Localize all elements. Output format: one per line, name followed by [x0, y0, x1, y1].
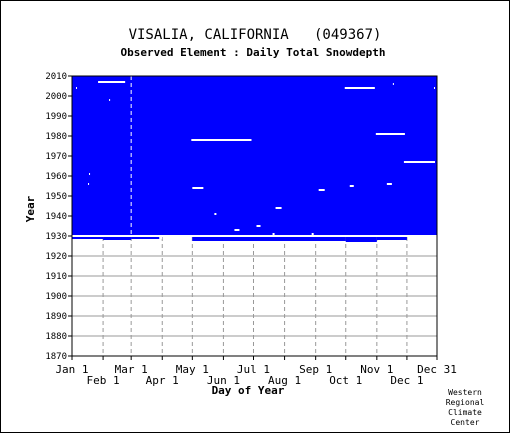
y-tick-label-12: 1990 — [45, 112, 67, 122]
x-tick-label-bottom-0: Feb 1 — [87, 374, 120, 387]
data-block-0-1 — [72, 236, 104, 239]
y-tick-label-10: 1970 — [45, 152, 67, 162]
missing-segment-14 — [159, 237, 163, 239]
y-tick-label-2: 1890 — [45, 312, 67, 322]
data-block-0-7 — [376, 236, 407, 240]
data-block-0-5 — [192, 236, 346, 241]
x-tick-label-top-5: Nov 1 — [360, 363, 393, 376]
missing-segment-6 — [192, 187, 204, 189]
x-tick-label-bottom-4: Oct 1 — [329, 374, 362, 387]
y-tick-label-3: 1900 — [45, 292, 67, 302]
data-block-0-3 — [131, 236, 163, 239]
x-tick-label-top-0: Jan 1 — [55, 363, 88, 376]
missing-segment-2 — [344, 87, 375, 89]
axes: 1870 1880 1890 1900 1910 1920 1930 1940 1950 1960… — [45, 72, 457, 387]
missing-segment-0 — [98, 81, 126, 83]
data-block-0-2 — [103, 236, 132, 240]
chart-subtitle: Observed Element : Daily Total Snowdepth — [121, 46, 386, 59]
missing-segment-15 — [76, 87, 78, 89]
missing-segment-1 — [191, 139, 252, 141]
missing-segment-16 — [89, 173, 91, 175]
y-tick-label-9: 1960 — [45, 172, 67, 182]
missing-segment-18 — [109, 99, 111, 101]
credit-label: Western Regional Climate Center — [445, 388, 485, 427]
missing-segment-12 — [234, 229, 240, 231]
missing-segment-3 — [375, 133, 405, 135]
y-tick-label-5: 1920 — [45, 252, 67, 262]
data-block-0-6 — [345, 236, 377, 242]
x-tick-label-top-2: May 1 — [176, 363, 209, 376]
missing-segment-19 — [392, 83, 394, 85]
missing-segment-13 — [214, 213, 217, 215]
y-tick-label-6: 1930 — [45, 232, 67, 242]
missing-segment-21 — [272, 233, 275, 235]
y-tick-label-8: 1950 — [45, 192, 67, 202]
missing-segment-10 — [275, 207, 282, 209]
y-axis-label: Year — [24, 195, 37, 222]
x-tick-label-top-6: Dec 31 — [417, 363, 457, 376]
x-axis-label: Day of Year — [212, 384, 285, 397]
y-tick-label-13: 2000 — [45, 92, 67, 102]
missing-segment-20 — [433, 87, 435, 89]
data-block-0-0 — [72, 76, 437, 236]
x-tick-label-top-1: Mar 1 — [115, 363, 148, 376]
x-tick-label-bottom-2: Jun 1 — [207, 374, 240, 387]
missing-segment-7 — [318, 189, 325, 191]
plot-area — [71, 75, 438, 357]
x-tick-label-top-3: Jul 1 — [237, 363, 270, 376]
missing-segment-5 — [72, 235, 437, 237]
missing-segment-22 — [311, 233, 314, 235]
x-tick-label-bottom-5: Dec 1 — [390, 374, 423, 387]
chart-title: VISALIA, CALIFORNIA (049367) — [129, 27, 382, 43]
missing-segment-9 — [386, 183, 392, 185]
y-tick-label-7: 1940 — [45, 212, 67, 222]
y-tick-label-11: 1980 — [45, 132, 67, 142]
x-tick-label-bottom-1: Apr 1 — [146, 374, 179, 387]
y-tick-label-1: 1880 — [45, 332, 67, 342]
missing-segment-8 — [349, 185, 354, 187]
y-tick-label-0: 1870 — [45, 352, 67, 362]
y-tick-label-14: 2010 — [45, 72, 67, 82]
x-tick-label-top-4: Sep 1 — [299, 363, 332, 376]
x-tick-label-bottom-3: Aug 1 — [268, 374, 301, 387]
missing-segment-4 — [403, 161, 435, 163]
y-tick-label-4: 1910 — [45, 272, 67, 282]
missing-segment-11 — [256, 225, 261, 227]
missing-segment-17 — [88, 183, 90, 185]
